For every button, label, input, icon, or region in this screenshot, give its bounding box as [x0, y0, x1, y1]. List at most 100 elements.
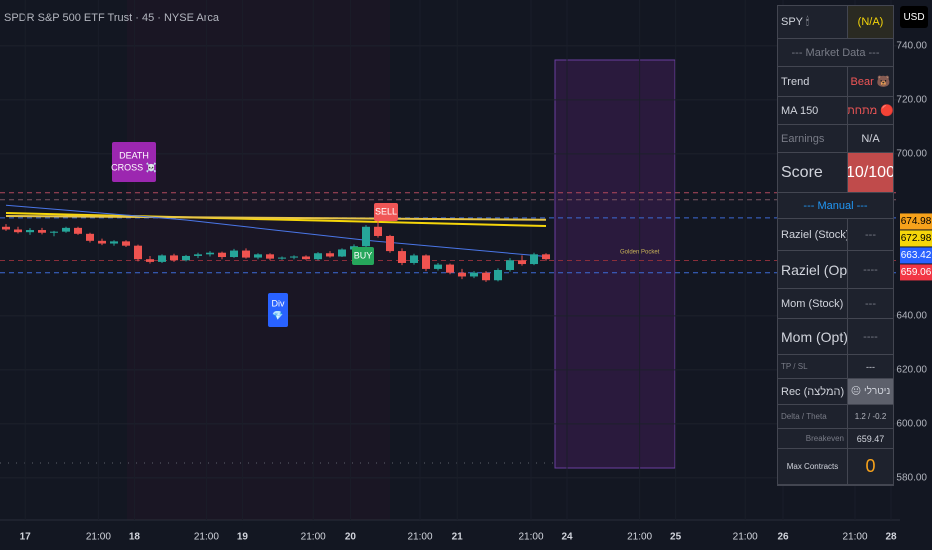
- candle-body: [398, 251, 406, 263]
- panel-cell: 659.47: [856, 433, 885, 444]
- panel-row: MA 150 מתחת 🔴: [778, 97, 893, 125]
- candle-body: [314, 253, 322, 260]
- candle-body: [242, 250, 250, 258]
- panel-cell: Rec (המלצה): [778, 379, 848, 404]
- annotation-text: Div: [272, 298, 285, 308]
- panel-row: Delta / Theta 1.2 / -0.2: [778, 405, 893, 429]
- candle-body: [338, 249, 346, 257]
- panel-cell: מתחת 🔴: [848, 105, 893, 117]
- panel-cell: 10/100: [848, 153, 893, 192]
- panel-row: SPY 🕯 (N/A): [778, 6, 893, 39]
- x-tick-label: 25: [670, 532, 682, 543]
- panel-row: Rec (המלצה) 😐 ניטרלי: [778, 379, 893, 405]
- panel-cell: Max Contracts: [778, 449, 848, 484]
- panel-row: Raziel (Opt) ----: [778, 251, 893, 289]
- candle-body: [74, 227, 82, 234]
- candle-body: [542, 254, 550, 260]
- panel-cell: --- Market Data ---: [791, 46, 880, 59]
- candle-body: [302, 256, 310, 260]
- x-tick-label: 21:00: [301, 532, 326, 543]
- candle-body: [458, 272, 466, 277]
- panel-row: Mom (Opt) ----: [778, 319, 893, 355]
- panel-row: --- Market Data ---: [778, 39, 893, 67]
- y-tick-label: 740.00: [896, 41, 927, 52]
- x-tick-label: 17: [20, 532, 32, 543]
- candle-body: [410, 255, 418, 263]
- y-tick-label: 640.00: [896, 311, 927, 322]
- panel-cell: Trend: [778, 67, 848, 96]
- chart-title: SPDR S&P 500 ETF Trust · 45 · NYSE Arca: [4, 12, 220, 24]
- panel-cell: Mom (Opt): [778, 319, 848, 354]
- x-tick-label: 21: [452, 532, 464, 543]
- candle-body: [38, 230, 46, 233]
- price-label: 674.98: [901, 216, 932, 227]
- annotation-text: DEATH: [119, 150, 149, 160]
- candle-body: [518, 260, 526, 265]
- y-tick-label: 700.00: [896, 149, 927, 160]
- x-tick-label: 21:00: [733, 532, 758, 543]
- panel-cell: --- Manual ---: [803, 199, 868, 212]
- x-tick-label: 18: [129, 532, 141, 543]
- candle-body: [50, 231, 58, 233]
- panel-cell: MA 150: [778, 97, 848, 124]
- panel-row: Max Contracts 0: [778, 449, 893, 485]
- candle-body: [182, 255, 190, 261]
- annotation-text: SELL: [375, 206, 397, 216]
- ma-line: [5, 212, 547, 227]
- y-tick-label: 620.00: [896, 365, 927, 376]
- panel-cell: N/A: [861, 132, 880, 145]
- x-tick-label: 19: [237, 532, 249, 543]
- candle-body: [134, 245, 142, 260]
- x-tick-label: 21:00: [86, 532, 111, 543]
- candle-body: [62, 227, 70, 232]
- note: Golden Pocket: [620, 250, 660, 256]
- candle-body: [494, 269, 502, 281]
- panel-row: Mom (Stock) ---: [778, 289, 893, 319]
- y-tick-label: 720.00: [896, 95, 927, 106]
- candle-body: [206, 252, 214, 255]
- candle-body: [26, 230, 34, 233]
- price-label: 659.06: [901, 267, 932, 278]
- candle-body: [146, 259, 154, 262]
- annotation-box: [374, 203, 398, 221]
- candle-body: [14, 229, 22, 233]
- candle-body: [482, 272, 490, 281]
- annotation-box: [352, 247, 374, 265]
- y-tick-label: 600.00: [896, 419, 927, 430]
- x-tick-label: 21:00: [518, 532, 543, 543]
- panel-cell: ----: [863, 330, 878, 343]
- annotation-box: [112, 142, 156, 182]
- x-tick-label: 21:00: [627, 532, 652, 543]
- ma-line: [5, 214, 547, 221]
- x-tick-label: 26: [777, 532, 789, 543]
- x-tick-label: 21:00: [194, 532, 219, 543]
- panel-cell: ----: [863, 263, 878, 276]
- panel-cell: Earnings: [778, 125, 848, 152]
- candle-body: [194, 254, 202, 256]
- panel-cell: SPY 🕯: [778, 6, 848, 38]
- x-tick-label: 28: [885, 532, 897, 543]
- panel-row: Trend Bear 🐻: [778, 67, 893, 97]
- panel-cell: 1.2 / -0.2: [854, 412, 887, 421]
- panel-cell: Mom (Stock): [778, 289, 848, 318]
- annotation-text: CROSS ☠️: [111, 161, 157, 172]
- candle-body: [290, 256, 298, 258]
- panel-cell: Bear 🐻: [850, 76, 891, 88]
- x-tick-label: 21:00: [842, 532, 867, 543]
- candle-body: [254, 254, 262, 258]
- x-tick-label: 20: [345, 532, 357, 543]
- price-label-bg: [900, 247, 932, 264]
- panel-row: --- Manual ---: [778, 193, 893, 219]
- panel-cell: ---: [866, 361, 875, 372]
- candle-body: [374, 226, 382, 236]
- candle-body: [278, 257, 286, 259]
- price-label: 672.98: [901, 233, 932, 244]
- panel-row: TP / SL ---: [778, 355, 893, 379]
- candle-body: [446, 264, 454, 273]
- panel-row: Earnings N/A: [778, 125, 893, 153]
- currency-button[interactable]: USD: [900, 6, 928, 28]
- candle-body: [2, 226, 10, 230]
- ma-line: [5, 204, 547, 257]
